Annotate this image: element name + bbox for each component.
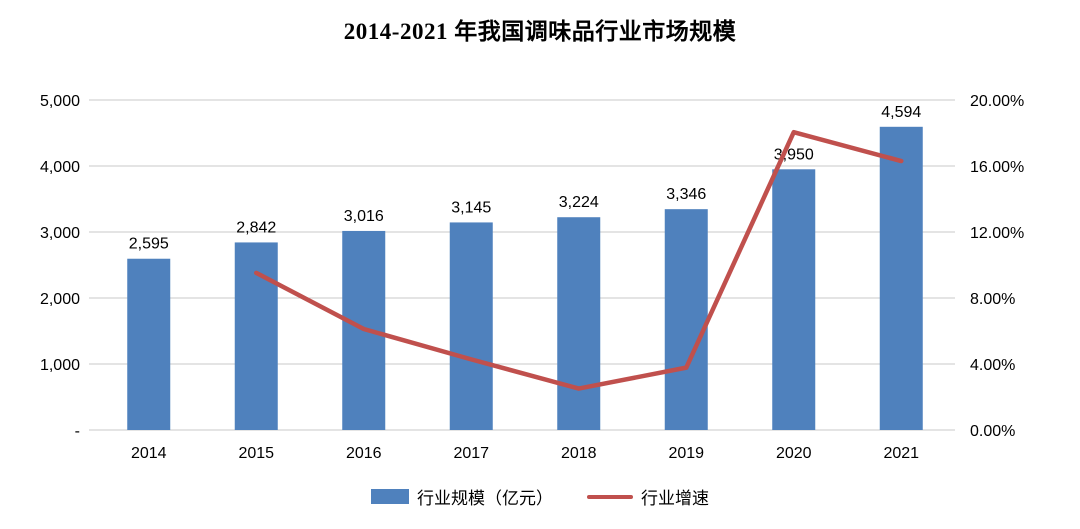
x-axis-label-2015: 2015	[238, 445, 274, 462]
chart-plot-area: - 0.00% 1,000 4.00% 2,000 8.00% 3,000 12.00% 4,0…	[40, 93, 1024, 462]
right-axis-tick-label: 4.00%	[970, 357, 1015, 374]
bar-value-label-2018: 3,224	[559, 194, 599, 211]
legend-item-bar-series: 行业规模（亿元）	[371, 484, 553, 509]
x-axis-label-2014: 2014	[131, 445, 167, 462]
chart-legend: 行业规模（亿元） 行业增速	[0, 484, 1080, 509]
bar-2014	[127, 258, 171, 430]
x-axis-label-2019: 2019	[668, 445, 704, 462]
right-axis-tick-label: 0.00%	[970, 423, 1015, 440]
bar-value-label-2021: 4,594	[881, 104, 921, 121]
bar-value-label-2019: 3,346	[666, 186, 706, 203]
right-axis-tick-label: 16.00%	[970, 159, 1024, 176]
x-axis-label-2016: 2016	[346, 445, 382, 462]
right-axis-tick-label: 12.00%	[970, 225, 1024, 242]
bar-2017	[449, 222, 493, 430]
bar-2019	[664, 209, 708, 430]
right-axis-tick-label: 8.00%	[970, 291, 1015, 308]
left-axis-tick-label: 4,000	[40, 159, 80, 176]
bar-2015	[234, 242, 278, 430]
left-axis-tick-label: 1,000	[40, 357, 80, 374]
growth-rate-line	[254, 129, 904, 391]
left-axis-tick-label: -	[75, 423, 80, 440]
right-axis-tick-label: 20.00%	[970, 93, 1024, 110]
left-axis-tick-label: 2,000	[40, 291, 80, 308]
bar-2020	[772, 169, 816, 431]
x-axis-label-2017: 2017	[453, 445, 489, 462]
line-series-swatch-icon	[587, 494, 633, 499]
x-axis-label-2020: 2020	[776, 445, 812, 462]
legend-item-line-series: 行业增速	[587, 484, 709, 509]
bar-series-swatch-icon	[371, 489, 409, 504]
bar-2021	[879, 126, 923, 430]
bar-value-label-2017: 3,145	[451, 199, 491, 216]
left-axis-tick-label: 3,000	[40, 225, 80, 242]
bar-series-label: 行业规模（亿元）	[417, 489, 553, 508]
bar-value-label-2014: 2,595	[129, 236, 169, 253]
line-series-label: 行业增速	[641, 489, 709, 508]
bar-value-label-2015: 2,842	[236, 219, 276, 236]
left-axis-tick-label: 5,000	[40, 93, 80, 110]
x-axis-label-2021: 2021	[883, 445, 919, 462]
chart-title: 2014-2021 年我国调味品行业市场规模	[343, 19, 737, 44]
bar-2018	[557, 217, 601, 430]
bar-value-label-2016: 3,016	[344, 208, 384, 225]
x-axis-label-2018: 2018	[561, 445, 597, 462]
